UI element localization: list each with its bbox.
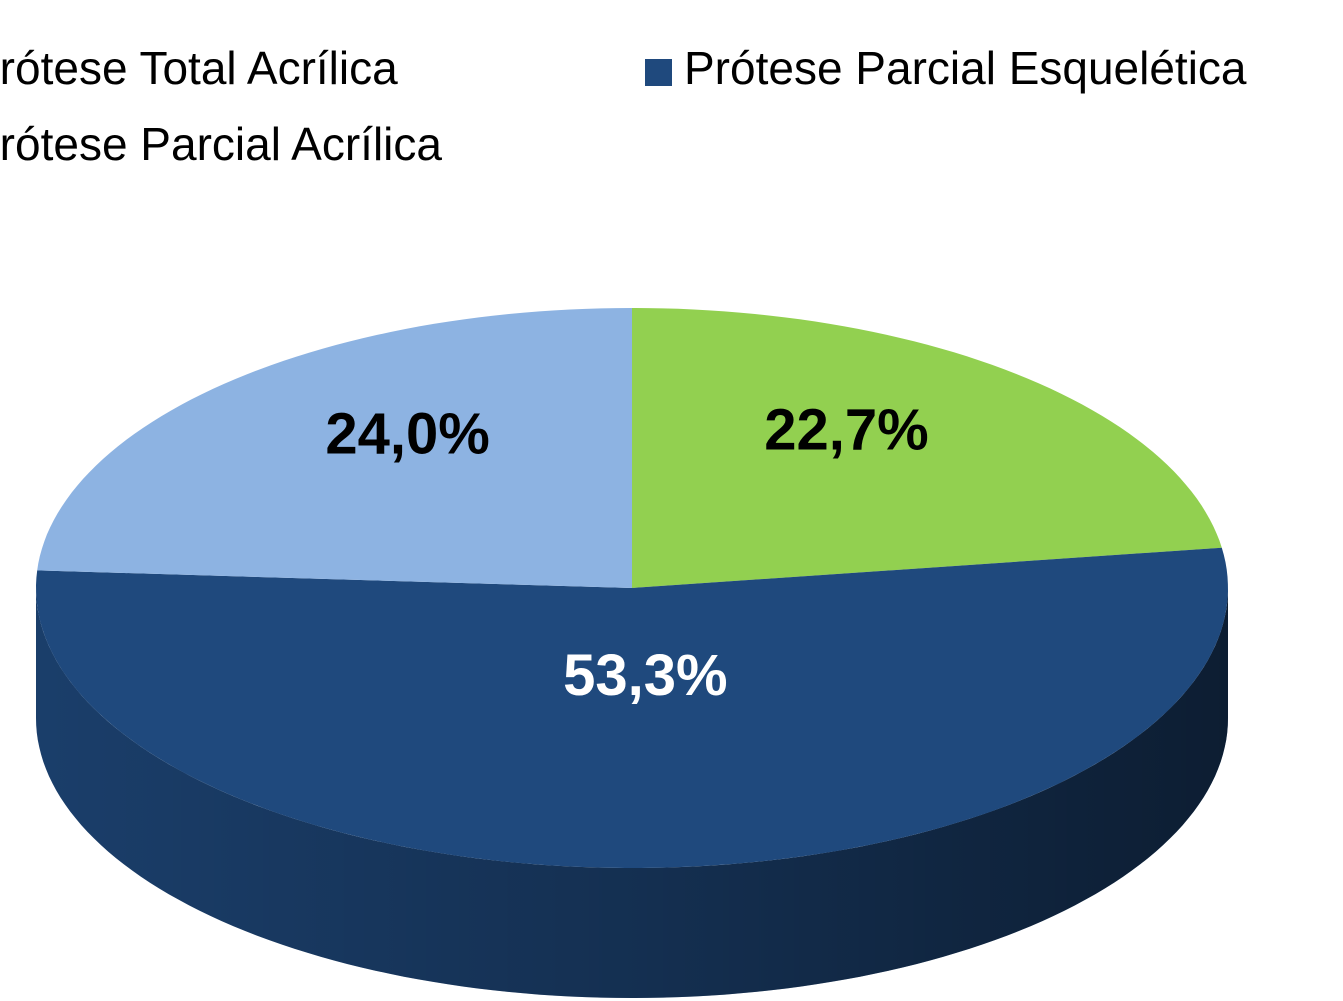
slice xyxy=(37,308,632,588)
slice xyxy=(36,547,1228,868)
data-label: 24,0% xyxy=(325,401,489,466)
data-label: 22,7% xyxy=(764,397,928,462)
legend-label: Prótese Parcial Esquelética xyxy=(684,42,1247,94)
data-label: 53,3% xyxy=(563,643,727,708)
slice xyxy=(632,308,1222,588)
legend-label: Prótese Parcial Acrílica xyxy=(0,118,442,170)
legend-marker xyxy=(645,59,672,86)
legend-label: Prótese Total Acrílica xyxy=(0,42,398,94)
slice-side-shade xyxy=(36,588,1228,998)
